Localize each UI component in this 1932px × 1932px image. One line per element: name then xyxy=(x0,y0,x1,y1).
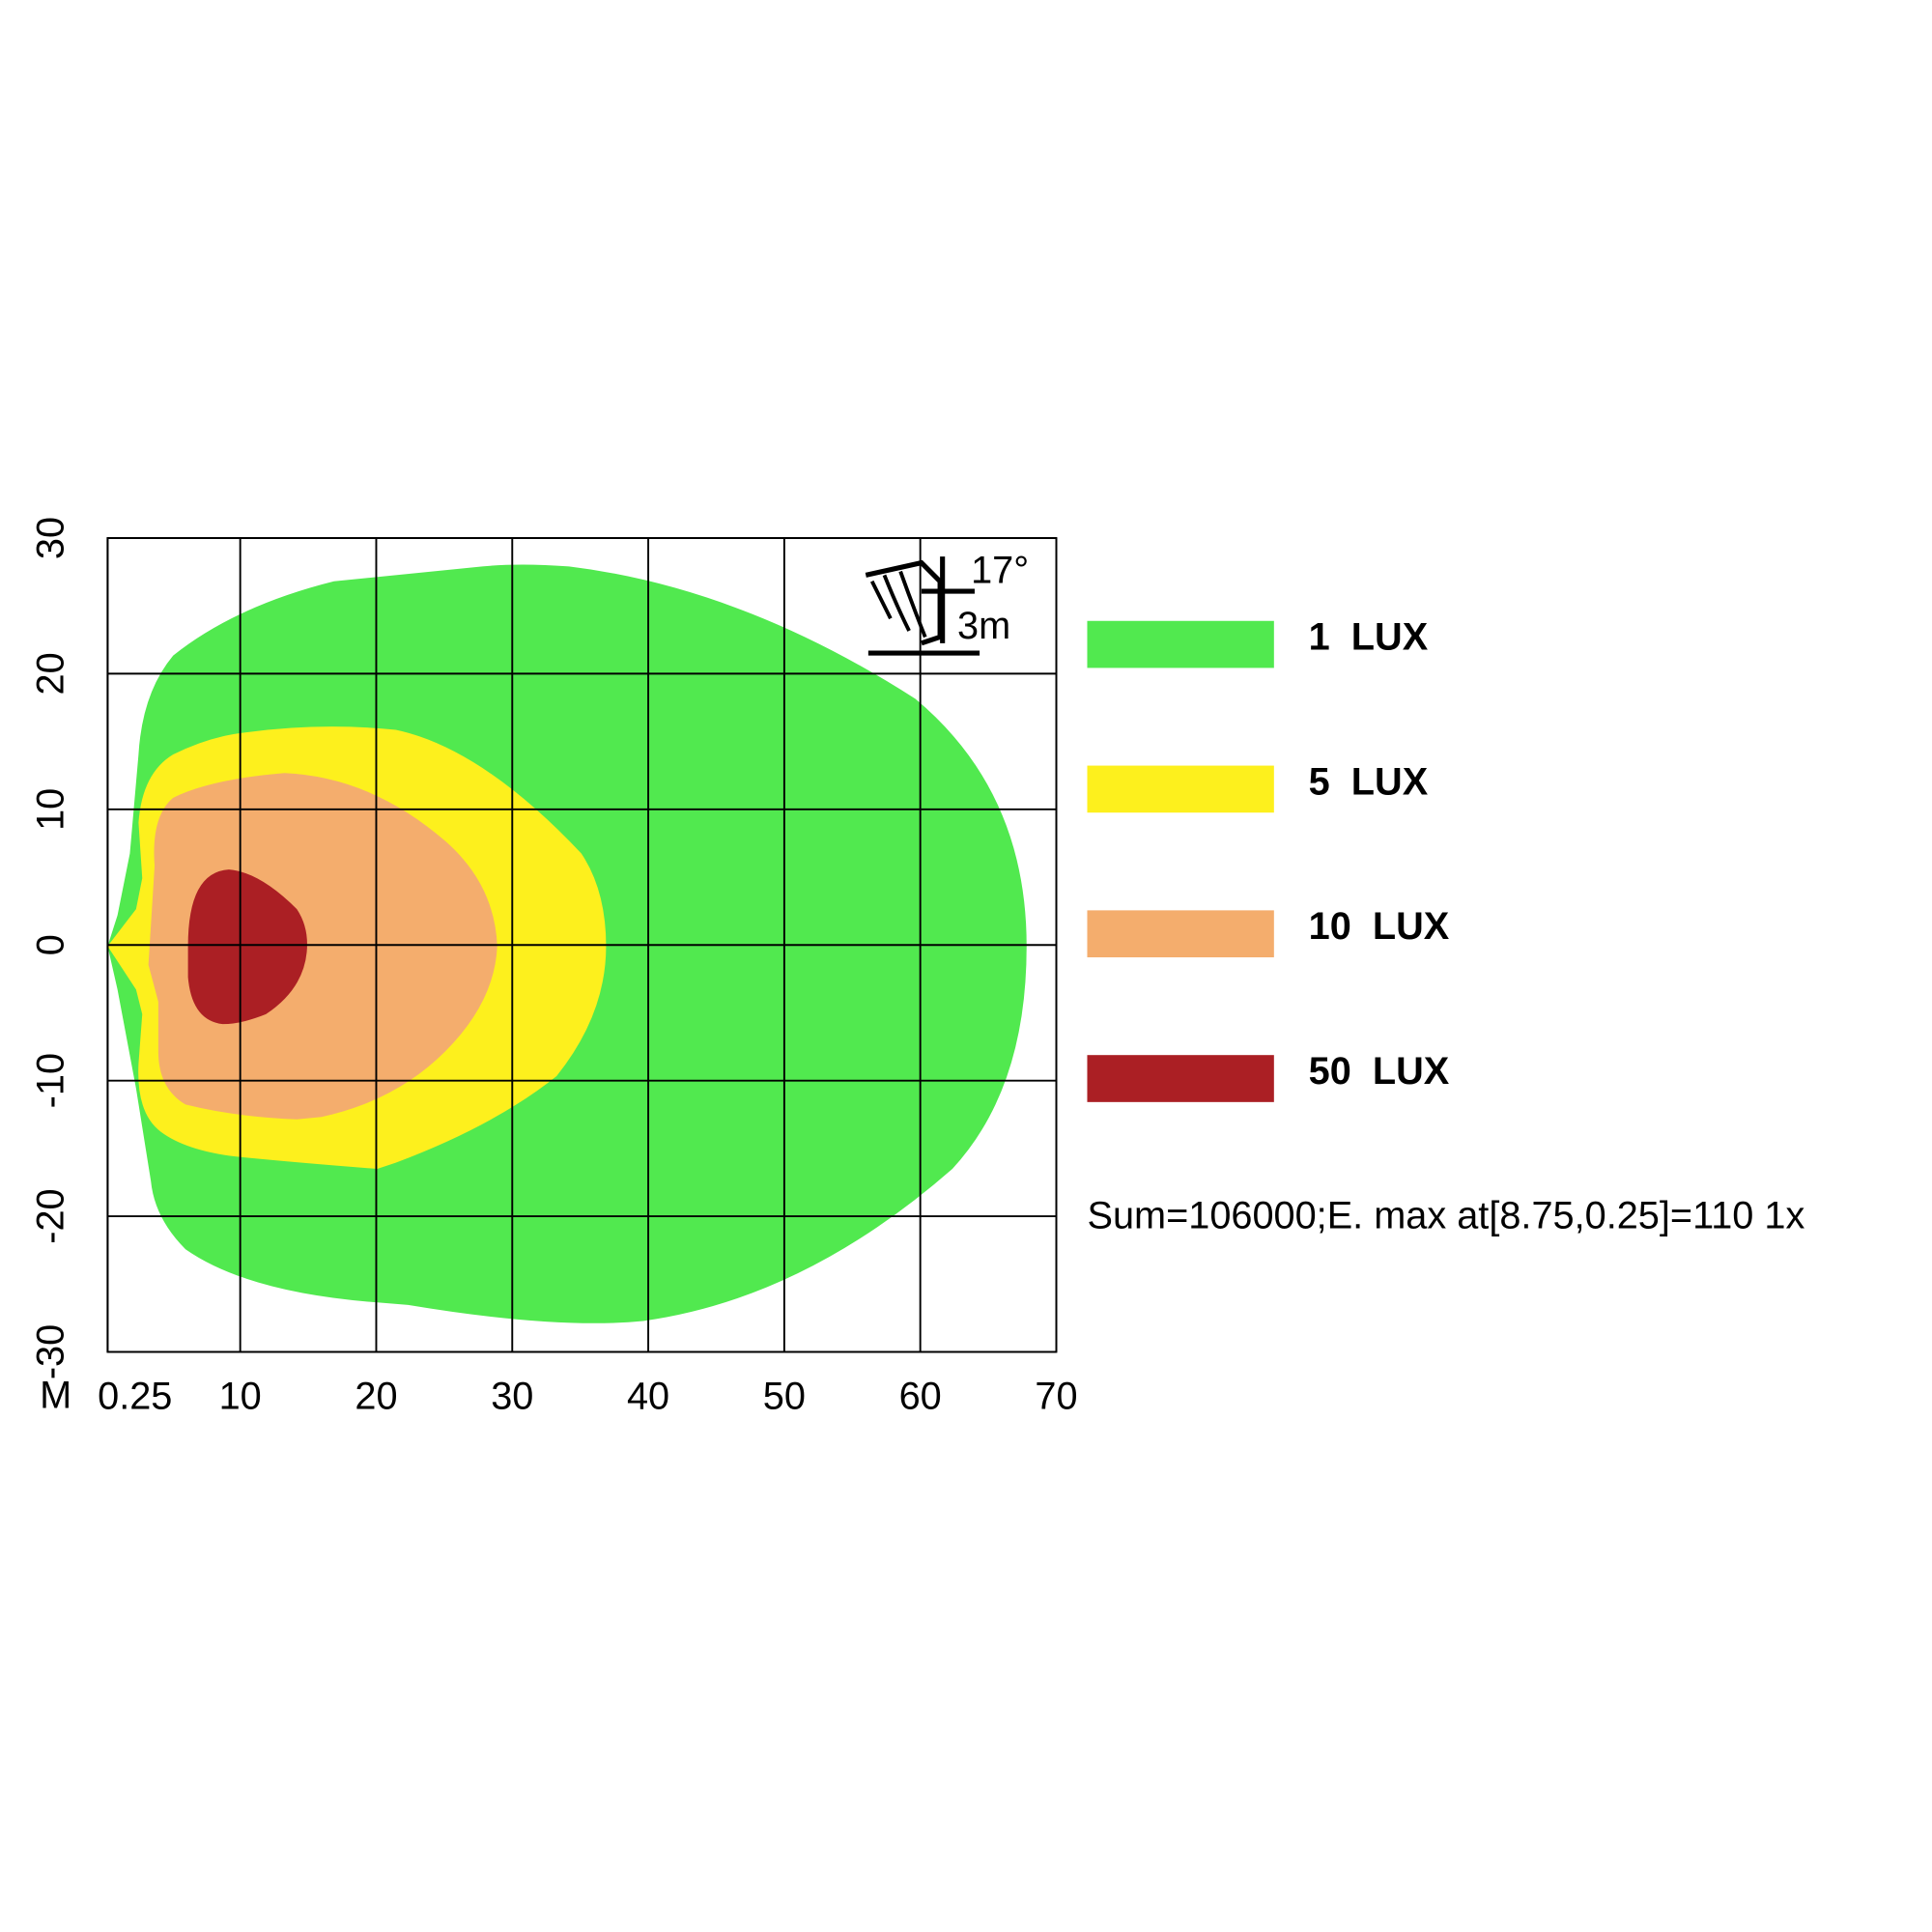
x-tick-label: 50 xyxy=(763,1376,806,1418)
x-unit-label: M xyxy=(40,1374,71,1416)
y-tick-label: 20 xyxy=(30,652,72,695)
x-tick-label: 30 xyxy=(491,1376,533,1418)
y-tick-label: 10 xyxy=(30,788,72,831)
legend-swatch xyxy=(1087,765,1274,813)
contours xyxy=(107,564,1027,1323)
plot-frame xyxy=(106,537,1058,1353)
angle-annotation: 17° xyxy=(971,549,1029,591)
y-tick-label: -10 xyxy=(30,1053,72,1108)
legend-swatch xyxy=(1087,1055,1274,1102)
height-annotation: 3m xyxy=(957,605,1010,647)
x-tick-label: 10 xyxy=(219,1376,262,1418)
x-tick-label: 60 xyxy=(899,1376,942,1418)
y-tick-label: 30 xyxy=(30,517,72,559)
legend-label: 10 LUX xyxy=(1309,905,1450,948)
x-tick-label: 40 xyxy=(627,1376,669,1418)
legend-swatch xyxy=(1087,620,1274,668)
contour-50-lux xyxy=(187,869,307,1025)
summary-annotation: Sum=106000;E. max at[8.75,0.25]=110 1x xyxy=(1087,1195,1804,1237)
legend-label: 1 LUX xyxy=(1309,615,1429,658)
x-tick-label: 20 xyxy=(355,1376,397,1418)
y-tick-label: -30 xyxy=(30,1324,72,1379)
x-tick-label: 70 xyxy=(1035,1376,1077,1418)
contour-10-lux xyxy=(148,773,497,1120)
luminaire-icon xyxy=(865,556,980,656)
y-tick-label: 0 xyxy=(30,934,72,955)
x-tick-label: 0.25 xyxy=(98,1376,172,1418)
y-tick-label: -20 xyxy=(30,1188,72,1243)
legend-label: 50 LUX xyxy=(1309,1050,1450,1093)
legend-label: 5 LUX xyxy=(1309,760,1429,803)
legend-swatch xyxy=(1087,910,1274,958)
